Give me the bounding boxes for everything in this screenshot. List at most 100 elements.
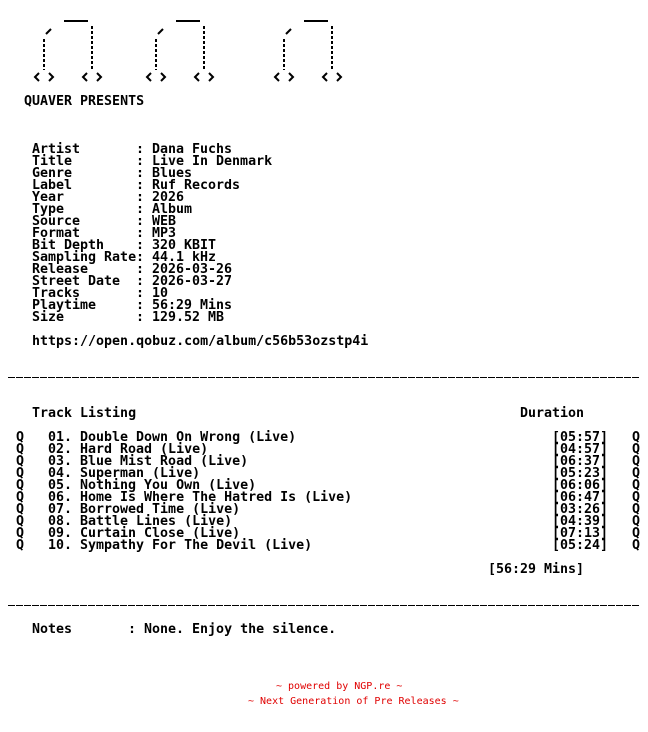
- info-label: Release: [32, 262, 89, 277]
- info-label: Size: [32, 310, 65, 325]
- separator: [8, 377, 640, 378]
- info-label: Year: [32, 190, 65, 205]
- track-marker: Q: [632, 442, 641, 457]
- track-marker: Q: [632, 502, 641, 517]
- info-colon: :: [136, 190, 145, 205]
- info-colon: :: [136, 250, 145, 265]
- track-duration: [03:26]: [552, 502, 609, 517]
- info-label: Label: [32, 178, 73, 193]
- track-number: 04.: [48, 466, 73, 481]
- info-colon: :: [136, 154, 145, 169]
- track-marker: Q: [632, 430, 641, 445]
- info-colon: :: [136, 166, 145, 181]
- track-marker: Q: [16, 454, 25, 469]
- track-number: 09.: [48, 526, 73, 541]
- info-label: Tracks: [32, 286, 81, 301]
- info-value: WEB: [152, 214, 177, 229]
- info-colon: :: [136, 202, 145, 217]
- track-number: 10.: [48, 538, 73, 553]
- info-colon: :: [136, 214, 145, 229]
- track-title: Curtain Close (Live): [80, 526, 241, 541]
- track-number: 07.: [48, 502, 73, 517]
- info-value: 2026-03-27: [152, 274, 233, 289]
- track-marker: Q: [16, 442, 25, 457]
- info-value: Blues: [152, 166, 193, 181]
- info-value: 2026: [152, 190, 185, 205]
- info-colon: :: [136, 262, 145, 277]
- info-label: Street Date: [32, 274, 121, 289]
- info-colon: :: [136, 226, 145, 241]
- track-duration: [06:47]: [552, 490, 609, 505]
- duration-heading: Duration: [520, 406, 585, 421]
- track-marker: Q: [16, 514, 25, 529]
- track-marker: Q: [632, 514, 641, 529]
- info-colon: :: [136, 274, 145, 289]
- track-number: 08.: [48, 514, 73, 529]
- info-value: 129.52 MB: [152, 310, 225, 325]
- track-marker: Q: [632, 454, 641, 469]
- track-title: Blue Mist Road (Live): [80, 454, 249, 469]
- track-number: 05.: [48, 478, 73, 493]
- notes-label: Notes: [32, 622, 73, 637]
- info-value: Album: [152, 202, 193, 217]
- info-label: Bit Depth: [32, 238, 105, 253]
- info-colon: :: [136, 142, 145, 157]
- info-value: 56:29 Mins: [152, 298, 233, 313]
- info-colon: :: [136, 238, 145, 253]
- track-title: Borrowed Time (Live): [80, 502, 241, 517]
- track-marker: Q: [632, 490, 641, 505]
- info-label: Artist: [32, 142, 81, 157]
- track-title: Sympathy For The Devil (Live): [80, 538, 313, 553]
- track-marker: Q: [632, 466, 641, 481]
- separator: [8, 605, 640, 606]
- info-colon: :: [136, 310, 145, 325]
- track-marker: Q: [632, 526, 641, 541]
- track-number: 03.: [48, 454, 73, 469]
- info-colon: :: [136, 178, 145, 193]
- info-value: Ruf Records: [152, 178, 241, 193]
- track-marker: Q: [16, 526, 25, 541]
- info-colon: :: [136, 286, 145, 301]
- track-marker: Q: [16, 478, 25, 493]
- footer-tagline: ~ Next Generation of Pre Releases ~: [248, 696, 459, 707]
- info-value: MP3: [152, 226, 177, 241]
- info-value: 2026-03-26: [152, 262, 233, 277]
- quaver-logo: [33, 20, 342, 82]
- track-title: Home Is Where The Hatred Is (Live): [80, 490, 353, 505]
- info-value: 44.1 kHz: [152, 250, 217, 265]
- track-marker: Q: [16, 430, 25, 445]
- track-duration: [06:37]: [552, 454, 609, 469]
- tracklist-heading: Track Listing: [32, 406, 137, 421]
- info-label: Playtime: [32, 298, 97, 313]
- track-duration: [05:57]: [552, 430, 609, 445]
- track-duration: [05:24]: [552, 538, 609, 553]
- footer-powered-by: ~ powered by NGP.re ~: [276, 681, 403, 692]
- info-label: Format: [32, 226, 81, 241]
- info-value: 10: [152, 286, 169, 301]
- track-title: Hard Road (Live): [80, 442, 209, 457]
- track-number: 01.: [48, 430, 73, 445]
- info-label: Type: [32, 202, 65, 217]
- notes-value: : None. Enjoy the silence.: [128, 622, 337, 637]
- track-marker: Q: [16, 466, 25, 481]
- track-title: Battle Lines (Live): [80, 514, 233, 529]
- info-label: Genre: [32, 166, 73, 181]
- track-marker: Q: [632, 538, 641, 553]
- track-marker: Q: [16, 490, 25, 505]
- album-url[interactable]: https://open.qobuz.com/album/c56b53ozstp…: [32, 334, 369, 349]
- presents-heading: QUAVER PRESENTS: [24, 94, 145, 109]
- track-marker: Q: [632, 478, 641, 493]
- track-title: Double Down On Wrong (Live): [80, 430, 297, 445]
- info-value: Live In Denmark: [152, 154, 273, 169]
- track-number: 06.: [48, 490, 73, 505]
- track-duration: [06:06]: [552, 478, 609, 493]
- track-duration: [04:39]: [552, 514, 609, 529]
- info-value: Dana Fuchs: [152, 142, 233, 157]
- info-label: Source: [32, 214, 81, 229]
- total-duration: [56:29 Mins]: [488, 562, 585, 577]
- info-value: 320 KBIT: [152, 238, 217, 253]
- track-duration: [05:23]: [552, 466, 609, 481]
- track-duration: [04:57]: [552, 442, 609, 457]
- info-label: Title: [32, 154, 73, 169]
- track-duration: [07:13]: [552, 526, 609, 541]
